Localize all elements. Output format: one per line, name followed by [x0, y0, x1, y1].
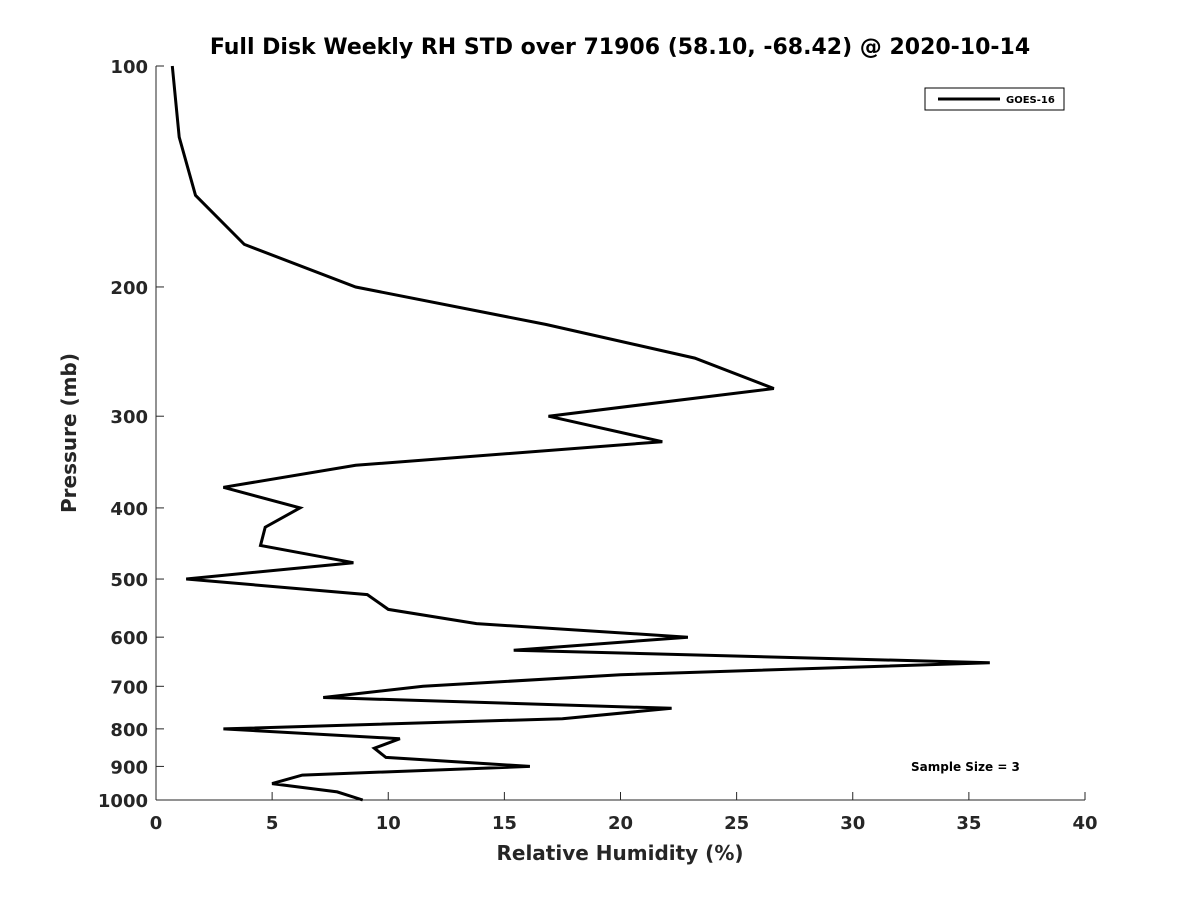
x-tick-label: 15 — [492, 813, 517, 834]
chart-title: Full Disk Weekly RH STD over 71906 (58.1… — [210, 35, 1030, 60]
y-tick-label: 1000 — [98, 791, 148, 812]
x-tick-label: 40 — [1072, 813, 1097, 834]
x-tick-label: 30 — [840, 813, 865, 834]
series-layer — [170, 65, 990, 802]
y-tick-label: 900 — [110, 757, 148, 778]
y-tick-label: 100 — [110, 57, 148, 78]
x-axis-label: Relative Humidity (%) — [496, 841, 743, 865]
y-tick-label: 300 — [110, 407, 148, 428]
sample-size-annotation: Sample Size = 3 — [911, 760, 1020, 774]
x-tick-label: 10 — [376, 813, 401, 834]
y-tick-label: 700 — [110, 677, 148, 698]
y-tick-label: 600 — [110, 628, 148, 649]
legend: GOES-16 — [924, 87, 1065, 111]
y-tick-label: 400 — [110, 499, 148, 520]
x-tick-label: 35 — [956, 813, 981, 834]
y-tick-label: 200 — [110, 278, 148, 299]
x-tick-label: 20 — [608, 813, 633, 834]
legend-label: GOES-16 — [1006, 95, 1055, 106]
x-tick-label: 0 — [150, 813, 163, 834]
x-tick-label: 5 — [266, 813, 279, 834]
series-line-goes-16 — [170, 65, 990, 802]
x-ticks: 0 5 10 15 20 25 30 35 40 — [150, 792, 1098, 834]
y-tick-label: 500 — [110, 570, 148, 591]
y-axis-label: Pressure (mb) — [57, 353, 81, 513]
y-tick-label: 800 — [110, 720, 148, 741]
x-tick-label: 25 — [724, 813, 749, 834]
y-ticks: 100 200 300 400 500 600 700 800 900 1000 — [98, 57, 164, 812]
